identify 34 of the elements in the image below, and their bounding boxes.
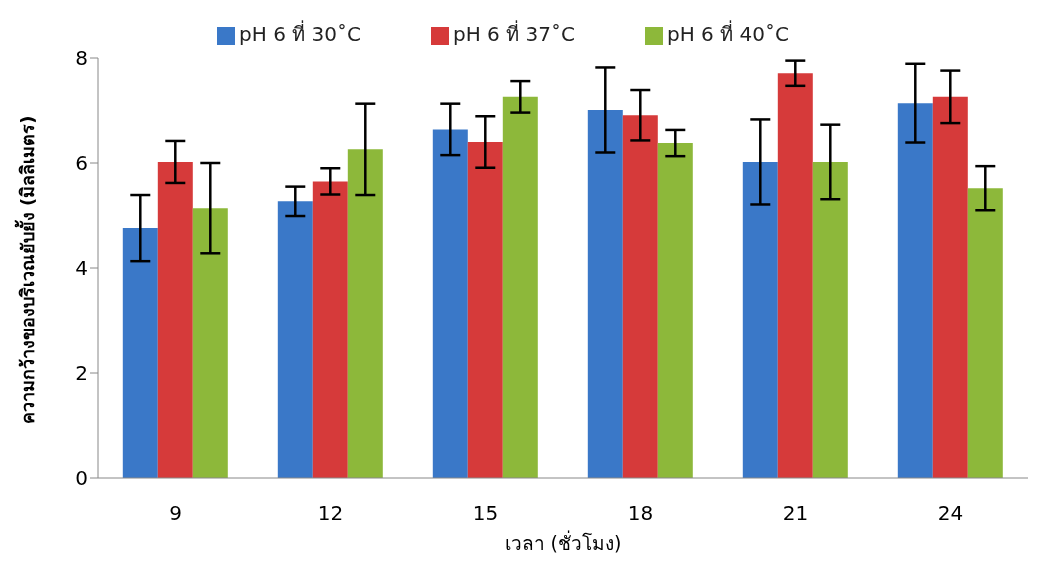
x-tick-label: 9: [169, 501, 182, 526]
legend-label: pH 6 ที่ 30˚C: [239, 22, 362, 46]
y-tick-label: 6: [75, 151, 88, 176]
bar: [897, 103, 933, 478]
x-tick-label: 15: [472, 501, 499, 526]
bar: [157, 161, 193, 478]
bar: [657, 143, 693, 478]
bar: [347, 149, 383, 478]
bar: [742, 161, 778, 478]
bar: [192, 208, 228, 478]
bar: [432, 129, 468, 478]
x-tick-label: 21: [782, 501, 809, 526]
bar: [967, 188, 1003, 478]
x-tick-label: 24: [937, 501, 964, 526]
bar: [277, 201, 313, 478]
y-axis-title: ความกว้างของบริเวณยับยั้ง (มิลลิเมตร): [14, 115, 38, 425]
x-axis-title: เวลา (ชั่วโมง): [504, 530, 622, 554]
y-tick-label: 4: [75, 256, 88, 281]
bar: [122, 228, 158, 478]
bar: [812, 161, 848, 478]
bar: [777, 73, 813, 478]
legend-label: pH 6 ที่ 40˚C: [666, 22, 789, 46]
y-tick-label: 0: [75, 466, 88, 491]
bar: [587, 109, 623, 478]
bar: [312, 181, 348, 478]
bar: [467, 142, 503, 478]
y-tick-label: 2: [75, 361, 88, 386]
bar: [622, 115, 658, 478]
bar: [932, 96, 968, 478]
legend-label: pH 6 ที่ 37˚C: [453, 22, 575, 46]
y-tick-label: 8: [75, 46, 88, 71]
x-tick-label: 12: [317, 501, 344, 526]
bar: [502, 96, 538, 478]
x-tick-label: 18: [627, 501, 654, 526]
